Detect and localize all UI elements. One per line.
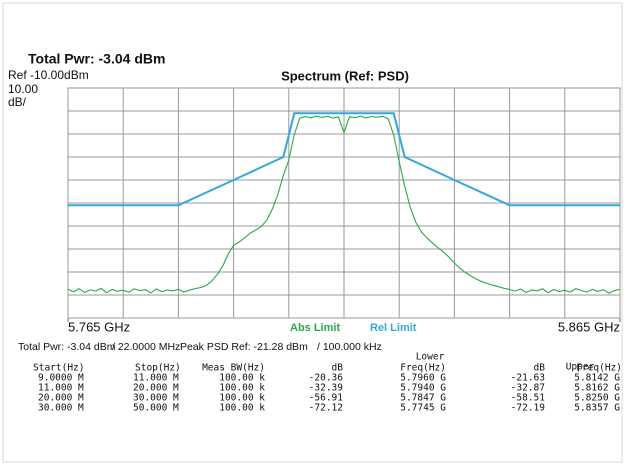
table-cell: -32.87 <box>511 383 545 394</box>
table-cell: -32.39 <box>309 383 344 394</box>
table-cell: 5.7847 G <box>400 393 446 404</box>
table-cell: 5.8250 G <box>574 393 620 404</box>
table-cell: 9.0000 M <box>38 373 84 384</box>
info-text: Total Pwr: -3.04 dBm <box>18 341 116 353</box>
table-cell: 5.8162 G <box>574 383 620 394</box>
total-power: Total Pwr: -3.04 dBm <box>28 51 165 67</box>
table-cell: 100.00 k <box>219 403 265 414</box>
legend-entry: Abs Limit <box>290 322 340 334</box>
table-header: dB <box>534 363 546 374</box>
info-text: / 22.0000 MHz <box>112 341 180 353</box>
trace <box>67 115 621 294</box>
table-cell: -20.36 <box>309 373 344 384</box>
table-header: Start(Hz) <box>33 363 84 374</box>
table-cell: 11.000 M <box>133 373 179 384</box>
info-text: / 100.000 kHz <box>317 341 382 353</box>
table-cell: 5.8357 G <box>574 403 620 414</box>
y-label: dB/ <box>8 95 27 109</box>
table-cell: 100.00 k <box>219 393 265 404</box>
table-cell: 20.000 M <box>38 393 84 404</box>
table-cell: 20.000 M <box>133 383 179 394</box>
table-group: Lower <box>416 352 445 363</box>
x-tick-label: 5.865 GHz <box>558 319 620 334</box>
table-cell: -72.19 <box>511 403 546 414</box>
table-cell: 50.000 M <box>133 403 179 414</box>
chart-title: Spectrum (Ref: PSD) <box>281 68 409 83</box>
table-cell: -72.12 <box>309 403 343 414</box>
table-header: dB <box>332 363 344 374</box>
table-cell: 100.00 k <box>219 373 265 384</box>
table-cell: -58.51 <box>511 393 546 404</box>
info-text: Peak PSD Ref: -21.28 dBm <box>180 341 308 353</box>
table-group: Upper <box>566 362 595 373</box>
table-header: Meas BW(Hz) <box>202 363 265 374</box>
table-cell: -21.63 <box>511 373 545 384</box>
table-cell: 11.000 M <box>38 383 84 394</box>
table-cell: 100.00 k <box>219 383 265 394</box>
y-label: 10.00 <box>8 82 38 96</box>
table-cell: -56.91 <box>309 393 344 404</box>
table-cell: 5.8142 G <box>574 373 620 384</box>
x-tick-label: 5.765 GHz <box>68 319 130 334</box>
table-header: Stop(Hz) <box>135 363 181 374</box>
y-label: Ref -10.00dBm <box>8 68 89 82</box>
table-cell: 5.7745 G <box>400 403 446 414</box>
table-header: Freq(Hz) <box>400 363 446 374</box>
trace <box>68 112 620 207</box>
table-cell: 30.000 M <box>133 393 179 404</box>
legend-entry: Rel Limit <box>370 322 417 334</box>
table-cell: 5.7940 G <box>400 383 446 394</box>
table-header: Freq(Hz) <box>576 363 622 374</box>
table-cell: 30.000 M <box>38 403 84 414</box>
table-cell: 5.7960 G <box>400 373 446 384</box>
